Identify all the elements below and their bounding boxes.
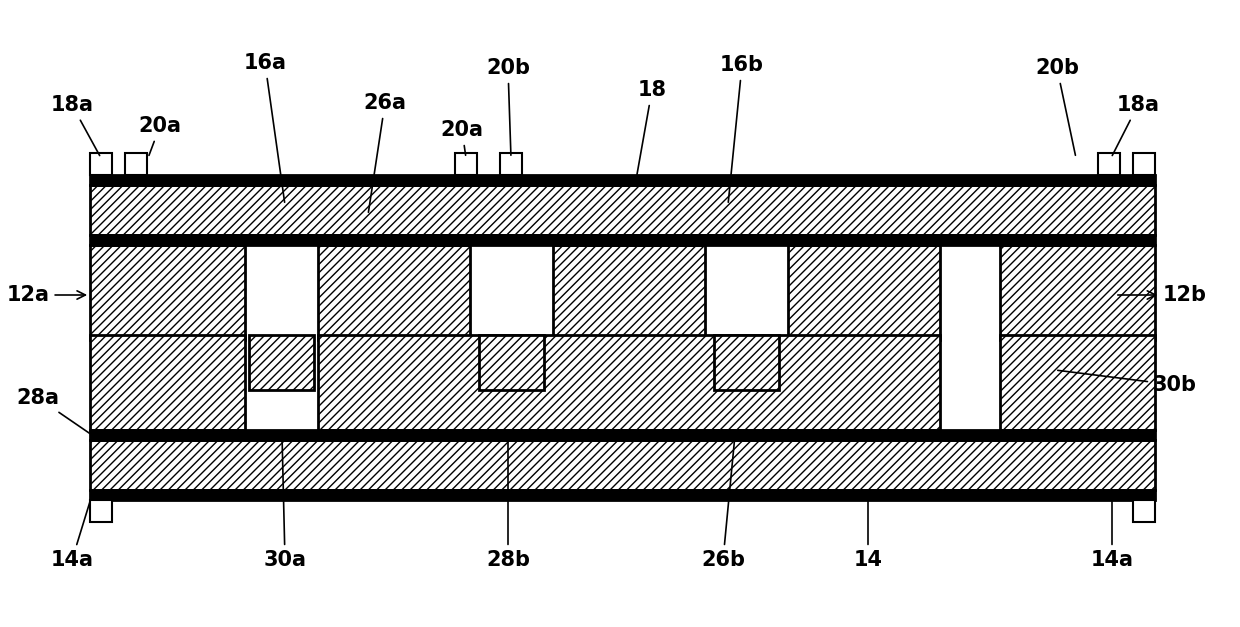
Text: 18: 18 — [636, 80, 667, 177]
Text: 30b: 30b — [1058, 371, 1197, 395]
Text: 26b: 26b — [701, 438, 745, 570]
Text: 16b: 16b — [720, 55, 764, 203]
Bar — [91, 175, 1154, 185]
Bar — [999, 245, 1154, 340]
Bar — [249, 335, 314, 390]
Text: 28b: 28b — [486, 438, 529, 570]
Bar — [91, 153, 112, 175]
Text: 16a: 16a — [243, 53, 286, 203]
Bar — [714, 335, 779, 390]
Text: 20a: 20a — [440, 120, 484, 155]
Bar — [1133, 153, 1154, 175]
Text: 14: 14 — [853, 498, 883, 570]
Text: 20b: 20b — [1035, 58, 1079, 155]
Text: 28a: 28a — [16, 388, 89, 433]
Bar — [787, 245, 940, 340]
Bar — [999, 335, 1154, 430]
Bar — [500, 153, 522, 175]
Text: 14a: 14a — [1090, 498, 1133, 570]
Bar — [125, 153, 148, 175]
Bar — [91, 500, 112, 522]
Bar — [479, 335, 544, 390]
Text: 30a: 30a — [263, 438, 306, 570]
Bar — [91, 430, 1154, 440]
Text: 18a: 18a — [51, 95, 99, 155]
Bar — [91, 440, 1154, 490]
Text: 12b: 12b — [1117, 285, 1207, 305]
Bar — [91, 335, 246, 430]
Text: 18a: 18a — [1112, 95, 1159, 155]
Text: 26a: 26a — [363, 93, 407, 213]
Bar — [317, 335, 940, 430]
Bar — [91, 185, 1154, 235]
Bar — [317, 245, 470, 340]
Text: 12a: 12a — [6, 285, 86, 305]
Bar — [1097, 153, 1120, 175]
Text: 20a: 20a — [139, 116, 181, 155]
Bar — [91, 490, 1154, 500]
Bar — [91, 245, 246, 340]
Text: 20b: 20b — [486, 58, 529, 155]
Bar — [91, 235, 1154, 245]
Bar — [1133, 500, 1154, 522]
Bar — [455, 153, 477, 175]
Text: 14a: 14a — [51, 498, 93, 570]
Bar — [553, 245, 706, 340]
